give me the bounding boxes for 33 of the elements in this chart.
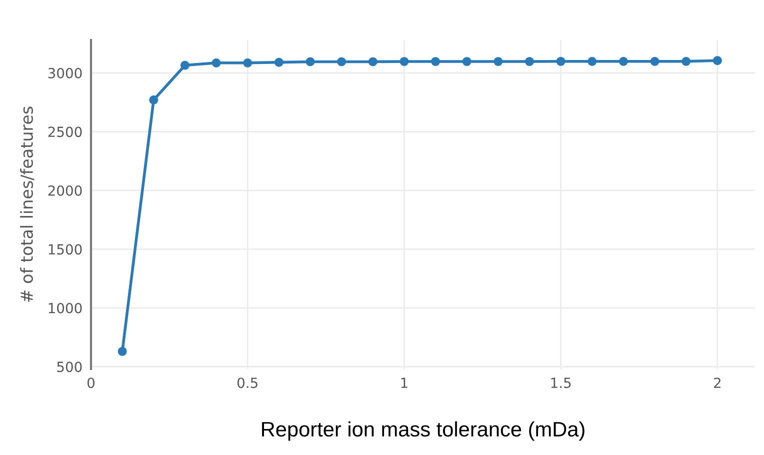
point (712, 56, 722, 66)
point (556, 56, 566, 66)
y-tick-label: 3000 (48, 68, 82, 78)
y-tick-label: 500 (57, 362, 82, 372)
point (306, 57, 315, 66)
x-tick-label: 2 (714, 378, 720, 388)
x-axis-title: Reporter ion mass tolerance (mDa) (262, 421, 584, 441)
x-tick-label: 0.5 (237, 378, 258, 388)
point (118, 346, 127, 356)
point (431, 56, 440, 66)
point (212, 58, 221, 68)
point (243, 58, 252, 68)
y-tick-label: 1500 (48, 244, 82, 255)
point (337, 57, 346, 66)
x-tick-label: 1 (401, 378, 408, 388)
point (462, 56, 472, 66)
point (682, 56, 691, 66)
y-axis-title: # of total lines/features (20, 106, 34, 302)
point (524, 56, 534, 66)
point (650, 56, 660, 66)
x-tick-label: 0 (87, 378, 94, 388)
point (368, 57, 378, 66)
point (149, 95, 158, 104)
y-tick-label: 1000 (48, 302, 82, 314)
point (400, 56, 409, 66)
y-tick-label: 2000 (48, 185, 82, 196)
point (618, 56, 628, 66)
y-tick-label: 2500 (48, 126, 82, 138)
point (180, 60, 190, 70)
point (588, 56, 597, 66)
point (494, 56, 503, 66)
x-tick-label: 1.5 (551, 378, 571, 388)
point (274, 58, 284, 67)
